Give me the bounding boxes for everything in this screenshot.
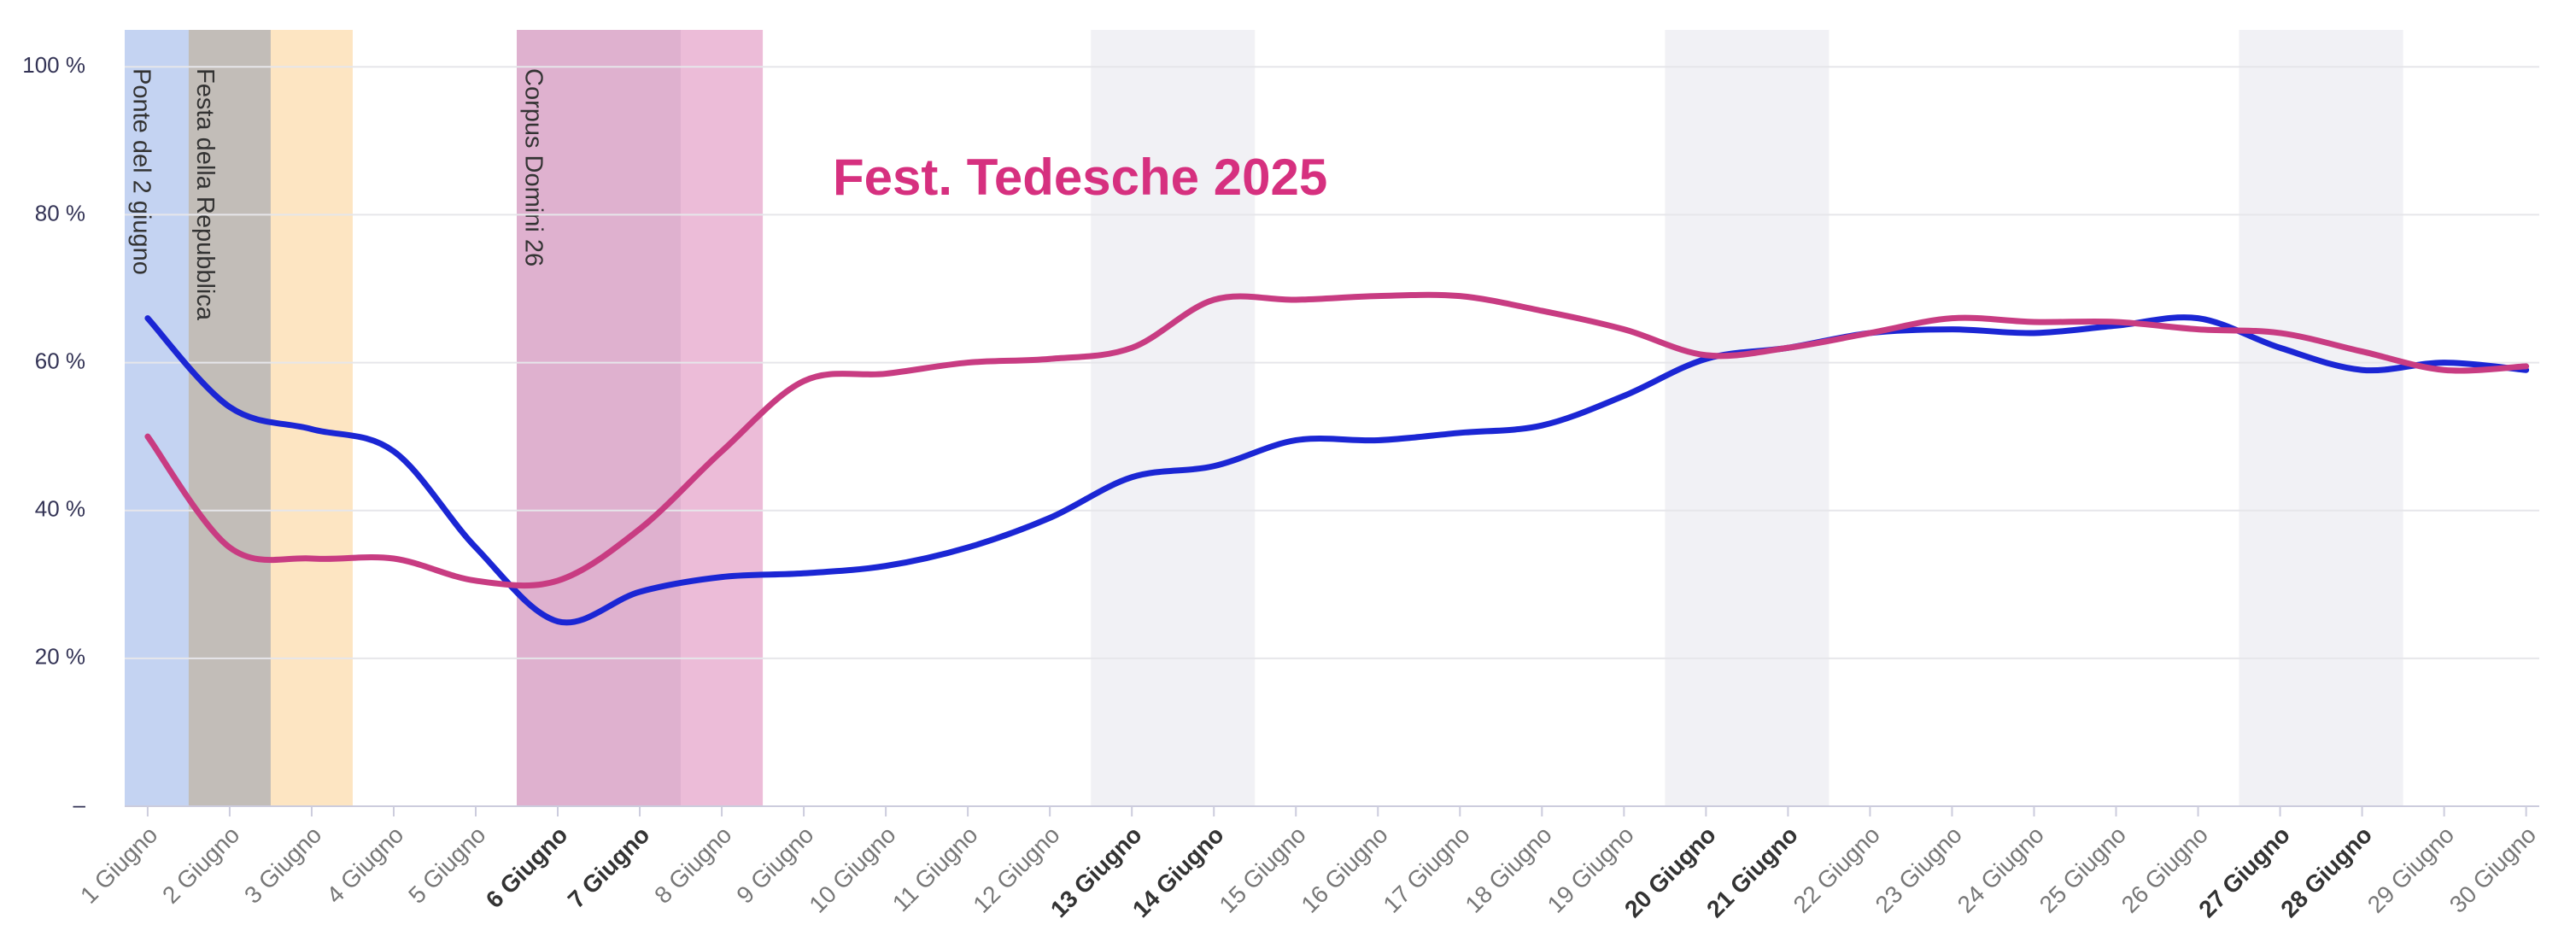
x-tick-label: 3 Giugno bbox=[239, 822, 326, 909]
y-tick-label: 40 % bbox=[35, 496, 85, 522]
band bbox=[517, 30, 682, 806]
x-tick-label: 15 Giugno bbox=[1214, 822, 1310, 918]
band bbox=[1091, 30, 1256, 806]
x-tick-label: 9 Giugno bbox=[731, 822, 818, 909]
band bbox=[188, 30, 353, 806]
band-label: Ponte del 2 giugno bbox=[127, 68, 155, 275]
y-tick-label: 20 % bbox=[35, 644, 85, 670]
x-tick-label: 2 Giugno bbox=[157, 822, 244, 909]
band bbox=[2239, 30, 2403, 806]
y-tick-label: 60 % bbox=[35, 348, 85, 373]
y-tick-label: – bbox=[73, 792, 86, 817]
x-tick-label: 18 Giugno bbox=[1461, 822, 1557, 918]
series-line bbox=[144, 291, 2530, 589]
x-tick-label: 29 Giugno bbox=[2362, 822, 2459, 918]
band-label: Festa della Repubblica bbox=[191, 68, 219, 321]
x-tick-label: 16 Giugno bbox=[1296, 822, 1392, 918]
x-tick-label: 8 Giugno bbox=[649, 822, 736, 909]
x-tick-label: 22 Giugno bbox=[1789, 822, 1885, 918]
x-tick-label: 23 Giugno bbox=[1871, 822, 1967, 918]
x-tick-label: 10 Giugno bbox=[804, 822, 900, 918]
x-tick-label: 6 Giugno bbox=[481, 822, 573, 914]
x-tick-label: 1 Giugno bbox=[75, 822, 162, 909]
x-tick-label: 11 Giugno bbox=[887, 822, 983, 917]
x-tick-label: 30 Giugno bbox=[2444, 822, 2541, 918]
y-tick-label: 100 % bbox=[22, 52, 85, 78]
x-tick-label: 24 Giugno bbox=[1952, 822, 2049, 918]
bands bbox=[125, 30, 2403, 806]
band bbox=[1665, 30, 1830, 806]
x-tick-label: 25 Giugno bbox=[2034, 822, 2131, 918]
band-label: Corpus Domini 26 bbox=[519, 68, 547, 266]
x-tick-label: 5 Giugno bbox=[403, 822, 490, 909]
x-tick-label: 17 Giugno bbox=[1378, 822, 1474, 918]
annotation: Fest. Tedesche 2025 bbox=[833, 149, 1327, 206]
y-tick-label: 80 % bbox=[35, 200, 85, 225]
x-tick-label: 4 Giugno bbox=[321, 822, 408, 909]
x-tick-label: 7 Giugno bbox=[563, 822, 655, 914]
